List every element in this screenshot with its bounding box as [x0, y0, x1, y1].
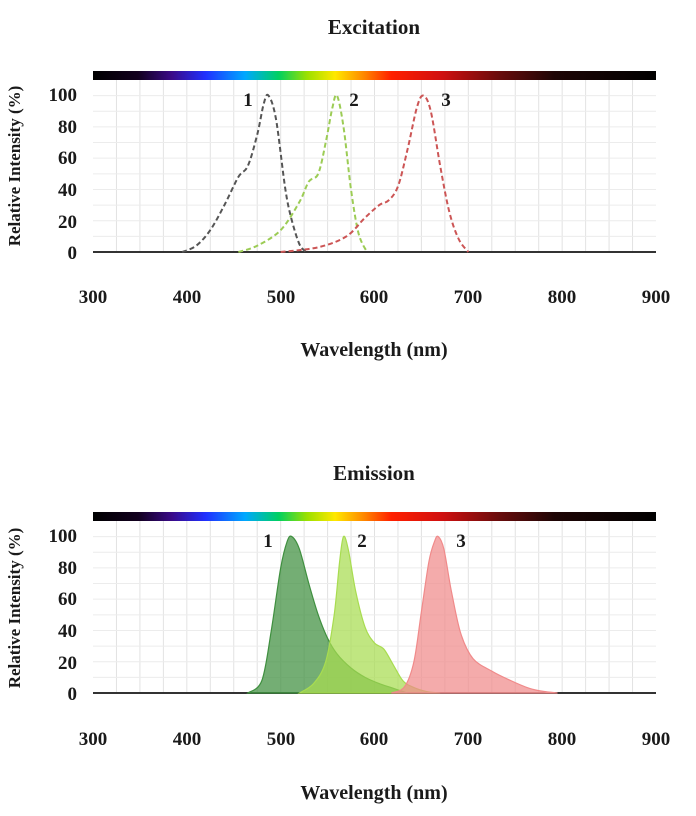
x-tick-label: 600 — [360, 729, 389, 750]
series-group — [246, 535, 558, 694]
x-tick-label: 600 — [360, 287, 389, 308]
y-tick-label: 20 — [58, 212, 77, 233]
x-axis-label: Wavelength (nm) — [300, 339, 447, 361]
curve-label-2: 2 — [349, 90, 359, 111]
x-tick-label: 400 — [173, 729, 202, 750]
x-tick-label: 900 — [642, 287, 671, 308]
chart-title: Excitation — [328, 15, 420, 39]
grid — [93, 80, 656, 252]
y-tick-label: 80 — [58, 558, 77, 579]
curve-label-1: 1 — [263, 531, 273, 552]
x-tick-label: 800 — [548, 287, 577, 308]
x-tick-label: 300 — [79, 287, 108, 308]
y-tick-label: 100 — [49, 85, 78, 106]
y-axis-label: Relative Intensity (%) — [5, 528, 24, 689]
emission-chart: Emission 0 20 40 60 80 100 300 400 500 6… — [5, 461, 670, 804]
curve-label-3: 3 — [456, 531, 466, 552]
series-group — [181, 93, 470, 253]
excitation-chart: Excitation 0 20 40 60 80 100 300 400 500… — [5, 15, 670, 361]
y-tick-label: 60 — [58, 148, 77, 169]
y-axis-label: Relative Intensity (%) — [5, 86, 24, 247]
spectrum-bar — [93, 71, 656, 80]
series-line-2 — [238, 93, 368, 253]
chart-title: Emission — [333, 461, 415, 485]
y-tick-label: 80 — [58, 117, 77, 138]
series-area-3 — [391, 535, 558, 694]
x-tick-label: 400 — [173, 287, 202, 308]
y-tick-label: 40 — [58, 621, 77, 642]
x-tick-label: 500 — [267, 287, 296, 308]
x-tick-labels: 300 400 500 600 700 800 900 — [79, 729, 671, 750]
y-tick-label: 0 — [68, 684, 78, 705]
y-tick-label: 100 — [49, 526, 78, 547]
curve-labels: 1 2 3 — [243, 90, 451, 111]
x-axis-label: Wavelength (nm) — [300, 782, 447, 804]
x-tick-label: 700 — [454, 287, 483, 308]
x-tick-label: 300 — [79, 729, 108, 750]
y-tick-label: 40 — [58, 180, 77, 201]
x-tick-label: 900 — [642, 729, 671, 750]
x-tick-label: 500 — [267, 729, 296, 750]
y-tick-label: 0 — [68, 243, 78, 264]
spectrum-bar — [93, 512, 656, 521]
curve-label-3: 3 — [441, 90, 451, 111]
x-tick-label: 800 — [548, 729, 577, 750]
curve-label-1: 1 — [243, 90, 253, 111]
y-tick-labels: 0 20 40 60 80 100 — [49, 85, 78, 264]
x-tick-label: 700 — [454, 729, 483, 750]
x-tick-labels: 300 400 500 600 700 800 900 — [79, 287, 671, 308]
series-line-1 — [181, 93, 307, 253]
y-tick-labels: 0 20 40 60 80 100 — [49, 526, 78, 705]
curve-labels: 1 2 3 — [263, 531, 466, 552]
series-line-3 — [280, 94, 470, 253]
curve-label-2: 2 — [357, 531, 367, 552]
y-tick-label: 20 — [58, 653, 77, 674]
y-tick-label: 60 — [58, 589, 77, 610]
